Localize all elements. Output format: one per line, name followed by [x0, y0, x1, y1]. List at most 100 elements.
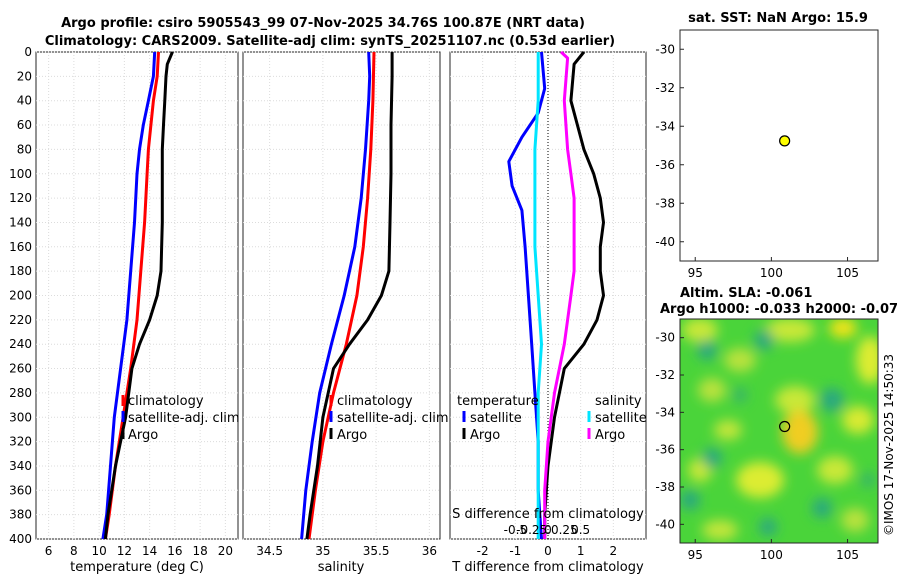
legend-title-salinity: salinity — [595, 394, 642, 409]
map-y-tick-label: -30 — [655, 42, 675, 56]
salinity-panel-frame — [242, 51, 441, 540]
sst-map-frame — [679, 29, 879, 262]
map-y-tick-label: -34 — [655, 119, 675, 133]
x-tick-label: 12 — [117, 544, 132, 558]
sla-map-title-line1: Altim. SLA: -0.061 — [680, 286, 812, 301]
depth-tick-labels: 0 20 40 60 80 100 120 140 160 180 200 220 240 260 280 3… — [9, 45, 32, 546]
depth-tick-label: 260 — [9, 362, 32, 376]
sla-map-frame — [679, 318, 879, 544]
legend-label-satellite: satellite-adj. clim — [128, 411, 240, 426]
depth-tick-label: 240 — [9, 337, 32, 351]
depth-tick-label: 400 — [9, 532, 32, 546]
sst-map-tick-labels: 95 100 105 -30 -32 -34 -36 -38 -40 — [655, 42, 859, 280]
s-diff-tick-label: -0.25 — [516, 523, 547, 537]
temperature-xlabel: temperature (deg C) — [70, 560, 204, 575]
sla-map-title-line2: Argo h1000: -0.033 h2000: -0.07 — [660, 302, 898, 317]
depth-tick-label: 180 — [9, 264, 32, 278]
depth-tick-label: 20 — [17, 69, 32, 83]
legend-label-t-argo: Argo — [470, 428, 500, 443]
sla-heatmap — [680, 319, 878, 543]
temperature-panel: 0 20 40 60 80 100 120 140 160 180 200 220 240 260 280 3… — [9, 45, 240, 575]
sla-map-panel: Altim. SLA: -0.061 Argo h1000: -0.033 h2… — [655, 286, 898, 562]
x-tick-label: 36 — [422, 544, 437, 558]
depth-tick-label: 140 — [9, 215, 32, 229]
s-difference-axis-label: S difference from climatology — [452, 507, 644, 522]
legend-label-climatology: climatology — [128, 394, 204, 409]
difference-legend-salinity: salinity satellite Argo — [587, 394, 647, 443]
legend-label-satellite: satellite-adj. clim — [337, 411, 449, 426]
salinity-panel: 34.5 35 35.5 36 salinity climatology satell… — [242, 51, 449, 575]
x-tick-label: 34.5 — [256, 544, 283, 558]
s-diff-tick-label: 0 — [544, 523, 552, 537]
temperature-grid — [36, 51, 238, 540]
depth-tick-label: 280 — [9, 386, 32, 400]
legend-label-s-satellite: satellite — [595, 411, 647, 426]
depth-tick-label: 220 — [9, 313, 32, 327]
map-x-tick-label: 105 — [836, 266, 859, 280]
map-x-tick-label: 100 — [760, 548, 783, 562]
depth-tick-label: 320 — [9, 435, 32, 449]
map-y-tick-label: -32 — [655, 368, 675, 382]
legend-label-argo: Argo — [128, 428, 158, 443]
depth-tick-label: 380 — [9, 508, 32, 522]
salinity-tick-labels: 34.5 35 35.5 36 — [256, 544, 437, 558]
difference-tick-labels: -2 -1 0 1 2 — [477, 544, 617, 558]
x-tick-label: 2 — [610, 544, 618, 558]
x-tick-label: 16 — [167, 544, 182, 558]
depth-tick-label: 60 — [17, 118, 32, 132]
s-difference-tick-labels: -0.5-0.250 0.250.5 — [504, 523, 591, 537]
difference-xlabel: T difference from climatology — [451, 560, 644, 575]
map-y-tick-label: -30 — [655, 331, 675, 345]
argo-location-marker — [779, 135, 791, 147]
x-tick-label: 8 — [70, 544, 78, 558]
x-tick-label: -2 — [477, 544, 489, 558]
map-y-tick-label: -32 — [655, 81, 675, 95]
map-x-tick-label: 95 — [688, 266, 703, 280]
depth-tick-label: 40 — [17, 94, 32, 108]
map-x-tick-label: 100 — [760, 266, 783, 280]
depth-tick-label: 160 — [9, 240, 32, 254]
x-tick-label: 35.5 — [363, 544, 390, 558]
salinity-series — [300, 51, 394, 540]
sst-map-title: sat. SST: NaN Argo: 15.9 — [688, 11, 868, 26]
x-tick-label: 20 — [218, 544, 233, 558]
s-diff-tick-label: -0.5 — [504, 523, 527, 537]
series-line-climatology — [307, 51, 376, 540]
sst-map-markers — [779, 135, 791, 147]
series-line-satellite-adj-clim — [300, 51, 372, 540]
legend-title-temperature: temperature — [457, 394, 539, 409]
x-tick-label: 6 — [45, 544, 53, 558]
series-line-s-satellite — [533, 52, 543, 539]
legend-label-s-argo: Argo — [595, 428, 625, 443]
figure-title-line1: Argo profile: csiro 5905543_99 07-Nov-20… — [61, 16, 585, 31]
x-tick-label: 10 — [91, 544, 106, 558]
series-line-satellite-adj-clim — [101, 51, 157, 540]
x-tick-label: 14 — [142, 544, 157, 558]
temperature-tick-labels: 6 8 10 12 14 16 18 20 — [45, 544, 233, 558]
map-y-tick-label: -34 — [655, 405, 675, 419]
series-line-s-argo — [543, 50, 576, 539]
depth-tick-label: 200 — [9, 289, 32, 303]
depth-tick-label: 300 — [9, 410, 32, 424]
s-diff-tick-label: 0.25 — [551, 523, 578, 537]
sla-map-markers — [779, 420, 791, 433]
figure-title-line2: Climatology: CARS2009. Satellite-adj cli… — [45, 34, 615, 49]
map-y-tick-label: -36 — [655, 158, 675, 172]
x-tick-label: 35 — [315, 544, 330, 558]
depth-tick-label: 0 — [24, 45, 32, 59]
legend-label-climatology: climatology — [337, 394, 413, 409]
map-y-tick-label: -38 — [655, 196, 675, 210]
map-y-tick-label: -40 — [655, 235, 675, 249]
map-y-tick-label: -38 — [655, 480, 675, 494]
x-tick-label: 18 — [192, 544, 207, 558]
series-line-t-argo — [543, 51, 605, 539]
salinity-xlabel: salinity — [318, 560, 365, 575]
map-y-tick-label: -40 — [655, 517, 675, 531]
legend-label-t-satellite: satellite — [470, 411, 522, 426]
map-x-tick-label: 95 — [688, 548, 703, 562]
x-tick-label: -1 — [509, 544, 521, 558]
salinity-legend: climatology satellite-adj. clim Argo — [329, 394, 449, 443]
map-x-tick-label: 105 — [836, 548, 859, 562]
legend-label-argo: Argo — [337, 428, 367, 443]
